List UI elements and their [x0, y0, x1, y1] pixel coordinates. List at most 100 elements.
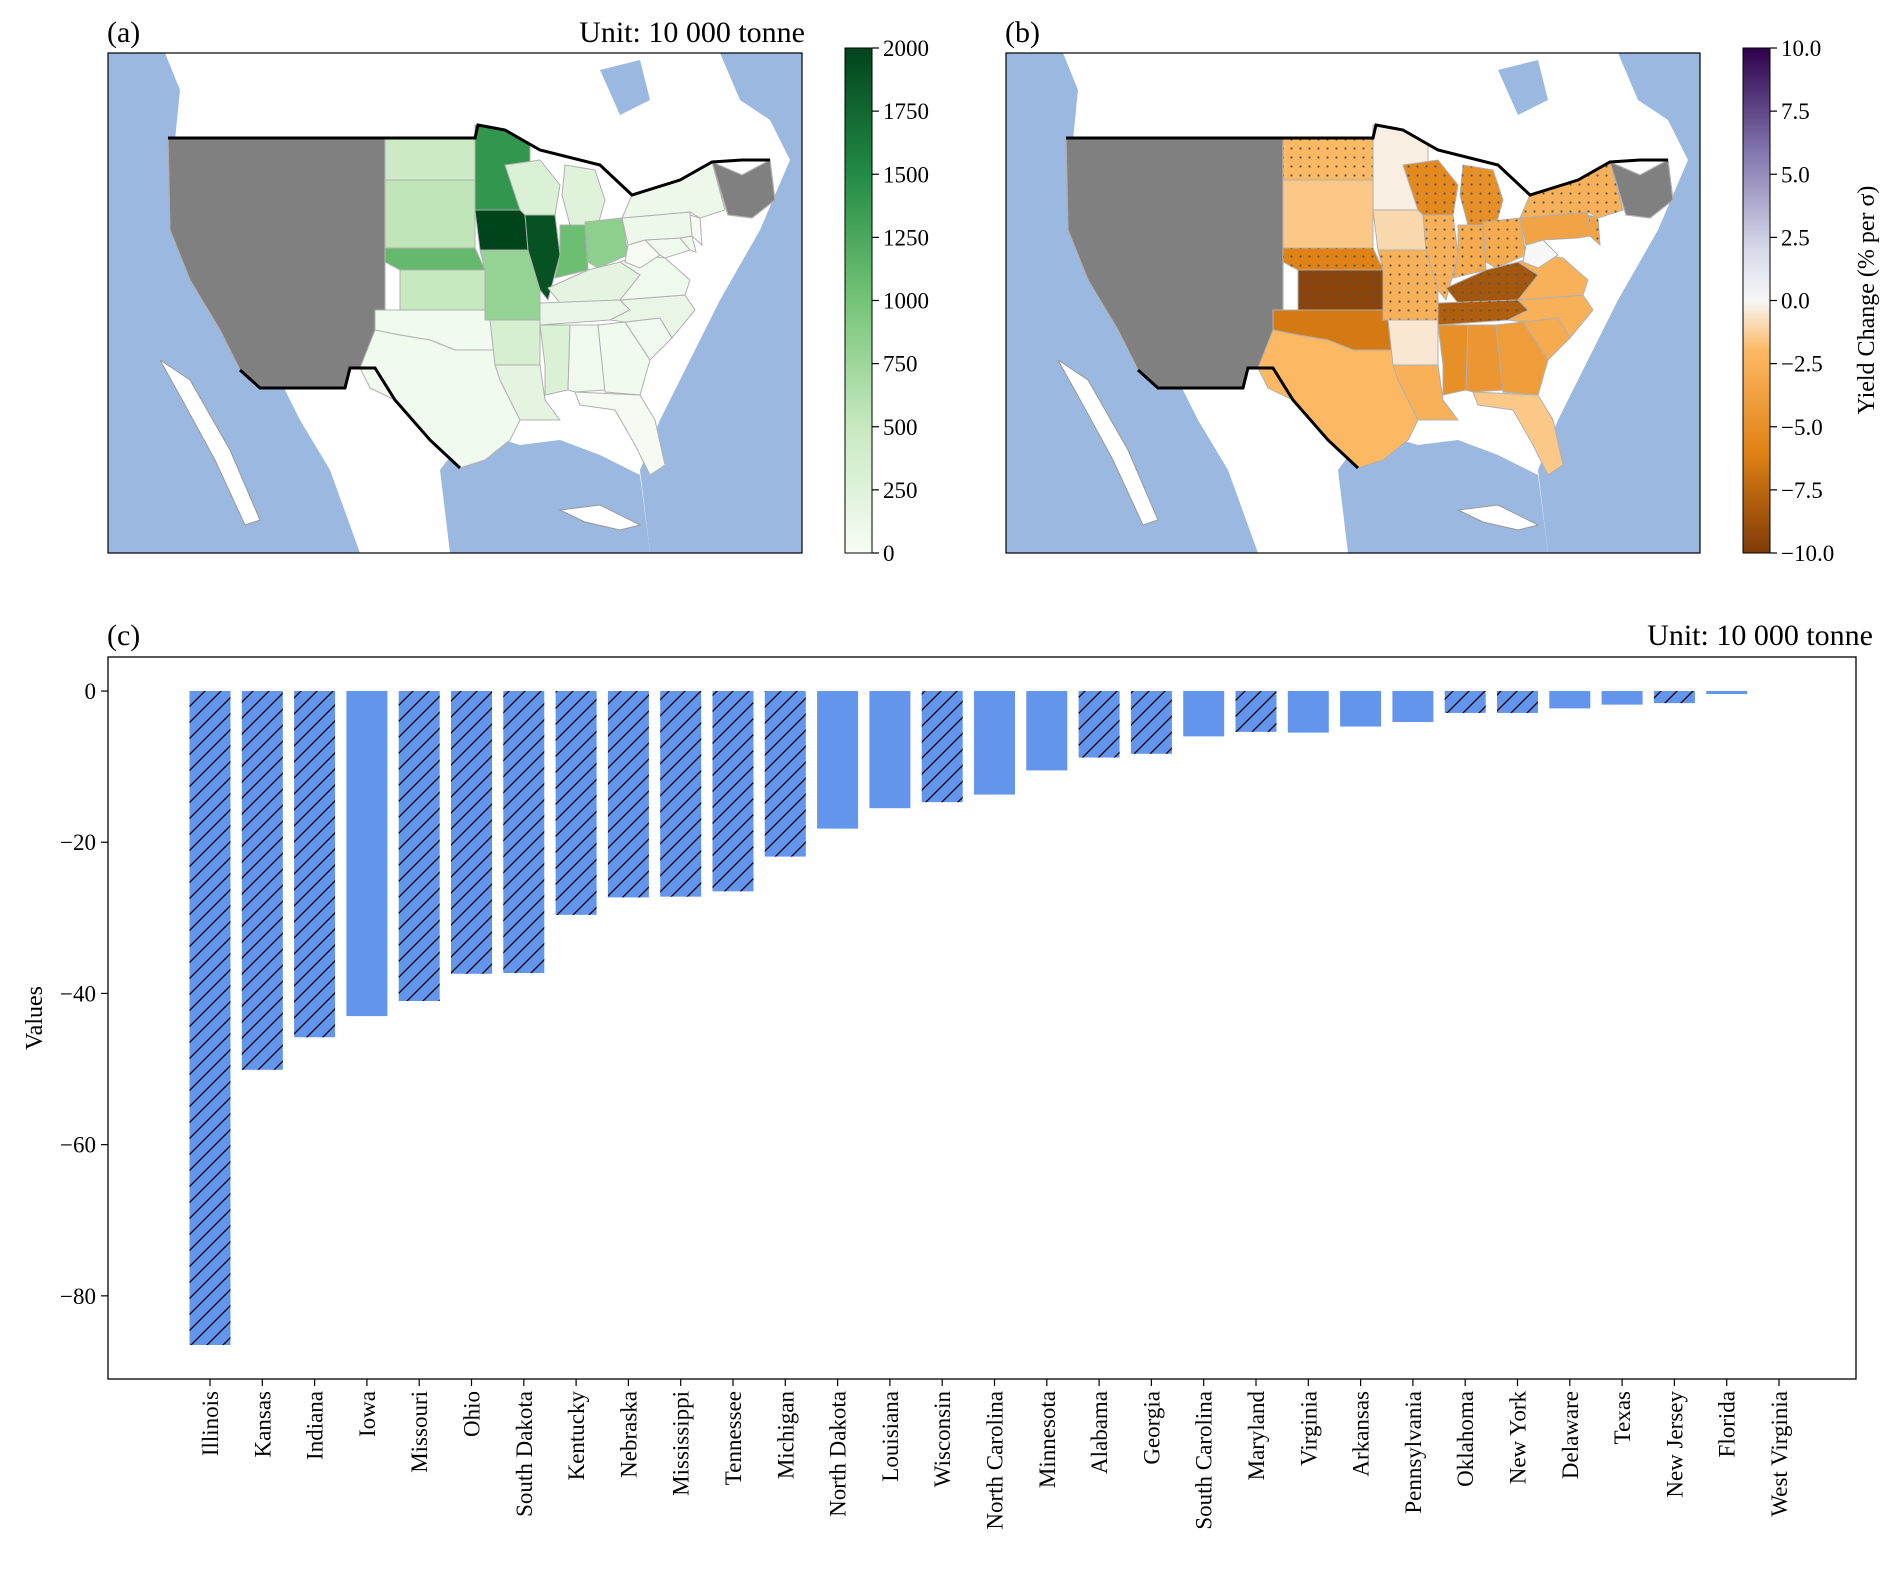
map-b-significance-dots-new-york [1520, 162, 1623, 218]
colorbar-b-tick-label: 5.0 [1781, 162, 1810, 187]
bar-hatch-alabama [1078, 691, 1120, 758]
x-tick-label-south-dakota: South Dakota [512, 1391, 537, 1517]
x-tick-label-florida: Florida [1715, 1391, 1740, 1457]
colorbar-b-tick-label: 7.5 [1781, 99, 1810, 124]
panel-a-unit: Unit: 10 000 tonne [579, 16, 805, 49]
map-b-significance-dots-ohio [1483, 218, 1526, 268]
map-b-state-florida [1472, 391, 1564, 476]
x-tick-label-georgia: Georgia [1139, 1391, 1164, 1465]
colorbar-b-tick-label: 0.0 [1781, 289, 1810, 314]
colorbar-b-label: Yield Change (% per σ) [1854, 186, 1880, 415]
x-tick-label-nebraska: Nebraska [616, 1391, 641, 1478]
bar-hatch-ohio [451, 691, 492, 974]
bar-delaware [1549, 691, 1591, 709]
map-a-state-south-dakota [384, 179, 476, 249]
map-a-state-indiana [554, 224, 589, 279]
map-a-state-alabama [567, 324, 606, 393]
bar-hatch-michigan [764, 691, 806, 857]
bar-hatch-oklahoma [1444, 691, 1486, 713]
bar-hatch-new-jersey [1653, 691, 1695, 704]
bar-north-dakota [817, 691, 859, 829]
x-tick-label-arkansas: Arkansas [1349, 1391, 1374, 1477]
map-a-new-england-no-data [711, 159, 776, 219]
map-b-significance-dots-new-jersey [1588, 215, 1600, 245]
map-b-canada-border [1066, 123, 1668, 197]
map-a-states [168, 123, 770, 476]
map-b-state-south-dakota [1282, 179, 1374, 249]
x-tick-label-missouri: Missouri [407, 1391, 432, 1473]
map-b-significance-dots-wisconsin [1403, 160, 1458, 215]
bar-florida [1706, 691, 1748, 695]
bar-hatch-missouri [398, 691, 440, 1001]
bar-hatch-illinois [189, 691, 231, 1345]
map-b-state-mississippi [1437, 324, 1469, 396]
y-tick-label: −20 [60, 830, 96, 855]
map-a-mexico-border [238, 366, 462, 470]
bar-arkansas [1340, 691, 1382, 727]
bar-hatch-new-york [1497, 691, 1538, 713]
colorbar-a-tick-label: 1500 [883, 162, 929, 187]
bar-texas [1601, 691, 1643, 705]
map-b-state-alabama [1465, 324, 1504, 393]
x-tick-label-ohio: Ohio [460, 1391, 485, 1437]
bar-south-carolina [1183, 691, 1225, 737]
x-tick-label-kentucky: Kentucky [564, 1391, 589, 1481]
bar-hatch-indiana [294, 691, 336, 1038]
bar-virginia [1287, 691, 1329, 733]
bar-hatch-kansas [241, 691, 283, 1070]
x-tick-label-oklahoma: Oklahoma [1453, 1391, 1478, 1487]
x-tick-label-west-virginia: West Virginia [1767, 1391, 1792, 1517]
x-tick-label-mississippi: Mississippi [669, 1391, 694, 1496]
map-b-significance-dots-indiana [1453, 225, 1486, 278]
x-tick-label-kansas: Kansas [250, 1391, 275, 1457]
map-b-state-louisiana [1392, 364, 1459, 421]
x-tick-label-virginia: Virginia [1296, 1391, 1321, 1466]
bar-louisiana [869, 691, 911, 809]
colorbar-b-tick-label: 2.5 [1781, 225, 1810, 250]
panel-c-unit: Unit: 10 000 tonne [1647, 619, 1873, 652]
map-a-state-iowa [474, 209, 529, 251]
map-a-atlantic-ocean [640, 53, 802, 553]
bar-chart-frame [107, 656, 1857, 1380]
y-tick-label: −40 [60, 981, 96, 1006]
colorbar-a-tick-label: 1000 [883, 289, 929, 314]
bar-pennsylvania [1392, 691, 1434, 723]
bar-iowa [346, 691, 388, 1017]
y-tick-label: 0 [85, 679, 97, 704]
map-b-frame [1005, 52, 1701, 554]
y-tick-label: −60 [60, 1133, 96, 1158]
bar-hatch-wisconsin [921, 691, 963, 803]
map-b-significance-dots-kansas [1298, 270, 1383, 310]
map-b-states [1066, 123, 1668, 476]
map-b-state-arkansas [1387, 319, 1439, 366]
x-tick-label-michigan: Michigan [773, 1391, 798, 1480]
colorbar-a-tick-label: 750 [883, 352, 918, 377]
map-b-significance-dots-michigan [1460, 165, 1503, 225]
map-b-atlantic-ocean [1538, 53, 1700, 553]
bar-hatch-maryland [1235, 691, 1277, 732]
bar-minnesota [1026, 691, 1068, 771]
map-a-canada-border [168, 123, 770, 197]
colorbar-a-tick-label: 2000 [883, 36, 929, 61]
colorbar-a-ticks: 0 250 500 750 1000 1250 1500 1750 2000 [872, 36, 929, 566]
map-a-state-texas [359, 329, 521, 469]
colorbar-b [1742, 47, 1771, 554]
bar-hatch-south-dakota [503, 691, 545, 974]
colorbar-a-tick-label: 1750 [883, 99, 929, 124]
panel-a-label: (a) [107, 16, 140, 49]
colorbar-a-tick-label: 1250 [883, 225, 929, 250]
colorbar-a-tick-label: 500 [883, 415, 918, 440]
map-b-mexico-border [1136, 366, 1360, 470]
x-tick-label-indiana: Indiana [303, 1391, 328, 1460]
x-tick-label-new-jersey: New Jersey [1662, 1391, 1687, 1498]
map-a-state-louisiana [494, 364, 561, 421]
x-tick-label-maryland: Maryland [1244, 1391, 1269, 1481]
map-b-state-north-carolina [1506, 294, 1594, 339]
colorbar-b-tick-label: −2.5 [1781, 352, 1823, 377]
map-a-state-north-dakota [384, 137, 476, 181]
x-tick-label-pennsylvania: Pennsylvania [1401, 1391, 1426, 1514]
bar-hatch-mississippi [660, 691, 702, 897]
x-tick-label-new-york: New York [1506, 1391, 1531, 1485]
bar-north-carolina [974, 691, 1015, 795]
